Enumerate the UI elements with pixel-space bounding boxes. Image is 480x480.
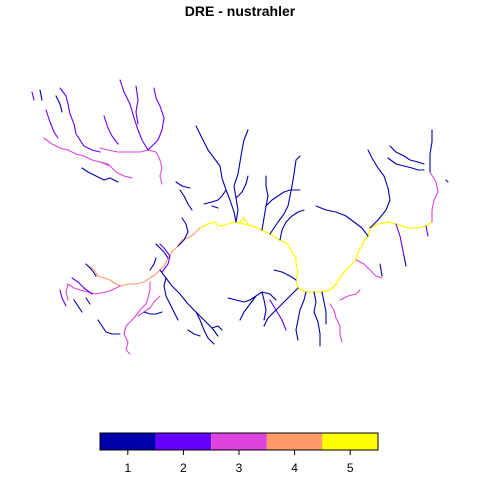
- legend-swatch-5: [322, 433, 378, 450]
- legend-label-1: 1: [124, 461, 131, 475]
- legend-label-5: 5: [347, 461, 354, 475]
- legend-label-3: 3: [236, 461, 243, 475]
- legend-label-4: 4: [291, 461, 298, 475]
- legend-swatch-4: [267, 433, 323, 450]
- legend-swatch-2: [156, 433, 212, 450]
- legend-label-2: 2: [180, 461, 187, 475]
- legend-swatch-1: [100, 433, 156, 450]
- legend-swatch-3: [211, 433, 267, 450]
